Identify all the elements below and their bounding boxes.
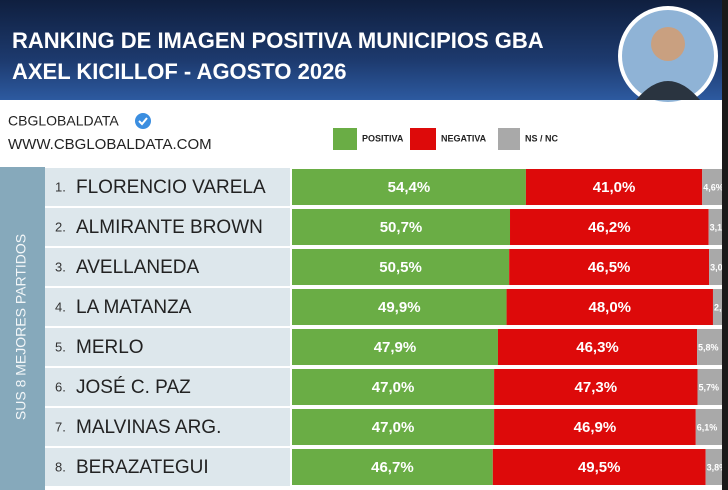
value-label: 46,3%: [576, 339, 619, 356]
side-label: SUS 8 MEJORES PARTIDOS: [13, 234, 29, 420]
value-label: 47,9%: [374, 339, 417, 356]
rank-label: 2.: [55, 219, 66, 234]
bar-segment: [709, 249, 722, 285]
legend-swatch: [498, 128, 520, 150]
category-label: FLORENCIO VARELA: [76, 177, 266, 198]
bar-segment: [705, 449, 722, 485]
row-label-bg: [45, 208, 290, 246]
value-label: 4,6%: [703, 182, 724, 192]
value-label: 49,5%: [578, 459, 621, 476]
bar-segment: [292, 449, 493, 485]
value-label: 50,5%: [379, 259, 422, 276]
category-label: MALVINAS ARG.: [76, 417, 221, 438]
bar-segment: [712, 289, 722, 325]
value-label: 50,7%: [380, 219, 423, 236]
chart-subtitle: AXEL KICILLOF - AGOSTO 2026: [12, 59, 347, 84]
category-label: JOSÉ C. PAZ: [76, 377, 191, 398]
row-label-bg: [45, 368, 290, 406]
value-label: 47,0%: [372, 419, 415, 436]
value-label: 41,0%: [593, 179, 636, 196]
bar-segment: [702, 169, 722, 205]
bar-segment: [494, 409, 696, 445]
value-label: 47,0%: [372, 379, 415, 396]
side-band: [0, 167, 45, 490]
bar-segment: [695, 409, 722, 445]
rank-label: 1.: [55, 179, 66, 194]
bar-segment: [292, 209, 511, 245]
rank-label: 6.: [55, 379, 66, 394]
value-label: 49,9%: [378, 299, 421, 316]
row-label-bg: [45, 408, 290, 446]
bar-segment: [492, 449, 706, 485]
legend-swatch: [333, 128, 357, 150]
legend-label: NS / NC: [525, 133, 559, 143]
rank-label: 8.: [55, 459, 66, 474]
rank-label: 3.: [55, 259, 66, 274]
row-label-bg: [45, 168, 290, 206]
legend-swatch: [410, 128, 436, 150]
value-label: 47,3%: [575, 379, 618, 396]
chart-title: RANKING DE IMAGEN POSITIVA MUNICIPIOS GB…: [12, 28, 544, 53]
category-label: MERLO: [76, 337, 144, 358]
category-label: ALMIRANTE BROWN: [76, 217, 263, 238]
category-label: BERAZATEGUI: [76, 457, 209, 478]
row-label-bg: [45, 248, 290, 286]
value-label: 3,1%: [710, 222, 728, 232]
value-label: 46,2%: [588, 219, 631, 236]
bar-segment: [510, 209, 709, 245]
legend-label: NEGATIVA: [441, 133, 487, 143]
photo-body: [636, 81, 700, 100]
rank-label: 7.: [55, 419, 66, 434]
brand: CBGLOBALDATA: [8, 113, 119, 129]
value-label: 54,4%: [388, 179, 431, 196]
value-label: 5,8%: [698, 342, 719, 352]
rank-label: 5.: [55, 339, 66, 354]
bar-segment: [292, 369, 495, 405]
rank-label: 4.: [55, 299, 66, 314]
value-label: 2,1%: [714, 302, 728, 312]
bar-segment: [697, 369, 722, 405]
value-label: 3,0%: [710, 262, 728, 272]
bar-segment: [292, 409, 495, 445]
bar-segment: [292, 249, 510, 285]
value-label: 46,9%: [574, 419, 617, 436]
legend-label: POSITIVA: [362, 133, 404, 143]
row-label-bg: [45, 328, 290, 366]
url: WWW.CBGLOBALDATA.COM: [8, 136, 212, 153]
category-label: AVELLANEDA: [76, 257, 200, 278]
bar-segment: [497, 329, 698, 365]
value-label: 46,7%: [371, 459, 414, 476]
bar-segment: [525, 169, 703, 205]
right-edge: [722, 0, 728, 490]
bar-segment: [494, 369, 698, 405]
bar-segment: [292, 329, 498, 365]
value-label: 5,7%: [698, 382, 719, 392]
header: [0, 0, 728, 100]
verified-check: [138, 117, 148, 126]
bar-segment: [292, 169, 526, 205]
value-label: 3,8%: [707, 462, 728, 472]
value-label: 6,1%: [697, 422, 718, 432]
bar-segment: [506, 289, 713, 325]
bar-segment: [292, 289, 507, 325]
bar-segment: [708, 209, 722, 245]
bar-segment: [509, 249, 710, 285]
bar-segment: [697, 329, 722, 365]
row-label-bg: [45, 448, 290, 486]
row-label-bg: [45, 288, 290, 326]
verified-icon: [135, 113, 151, 129]
value-label: 46,5%: [588, 259, 631, 276]
photo-face: [651, 27, 685, 61]
value-label: 48,0%: [588, 299, 631, 316]
category-label: LA MATANZA: [76, 297, 192, 318]
